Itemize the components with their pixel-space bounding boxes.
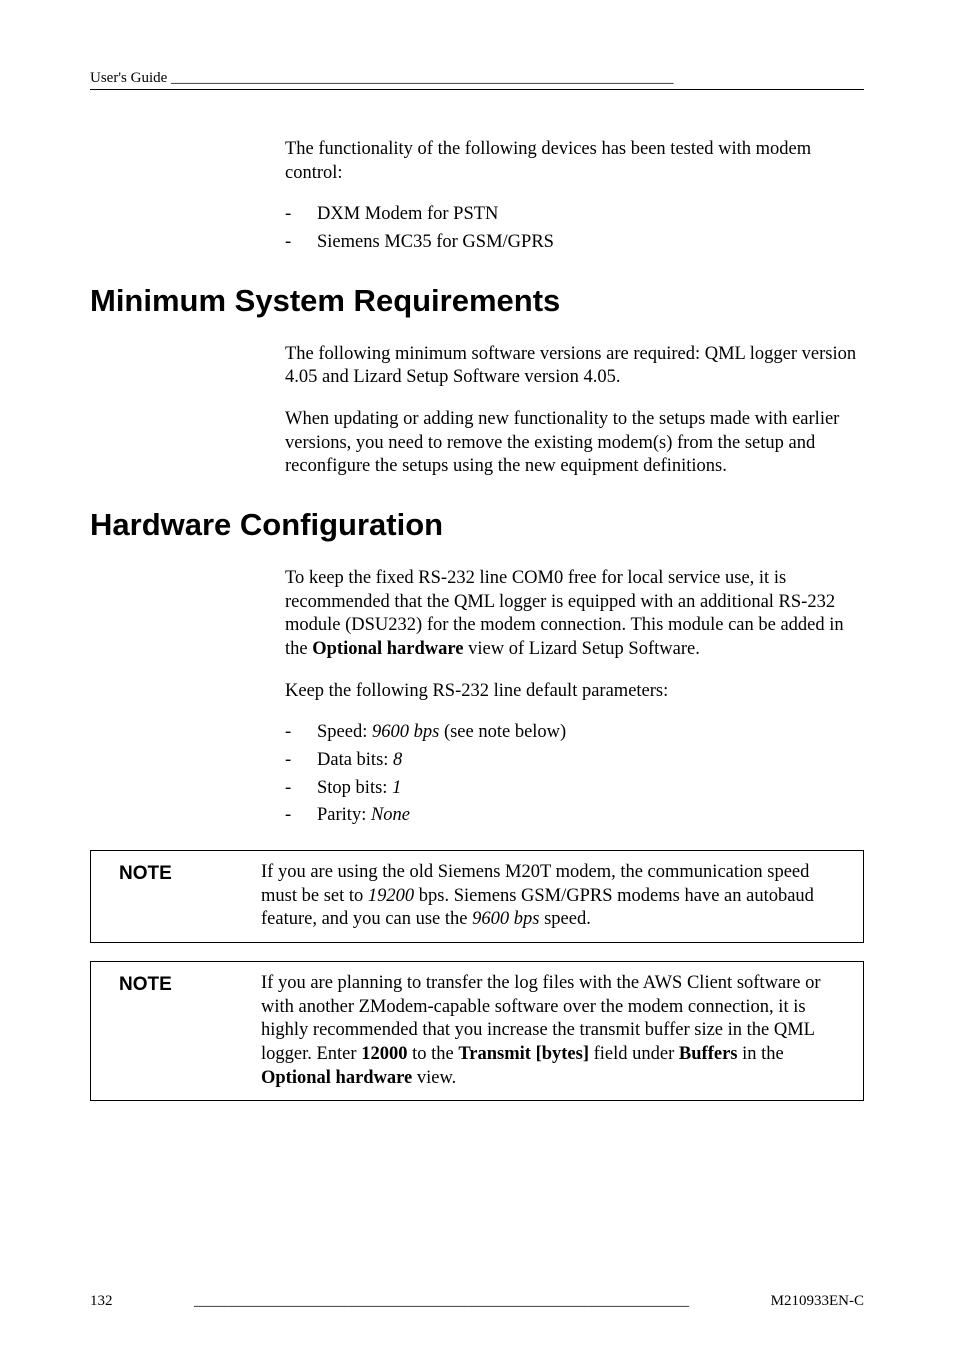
note-label: NOTE	[91, 851, 261, 942]
section2-p2: Keep the following RS-232 line default p…	[285, 680, 864, 704]
list-item: Parity: None	[285, 804, 864, 828]
footer-page-number: 132	[90, 1293, 113, 1310]
intro-list: DXM Modem for PSTN Siemens MC35 for GSM/…	[285, 203, 864, 254]
section1-p1: The following minimum software versions …	[285, 343, 864, 390]
list-item: Data bits: 8	[285, 749, 864, 773]
note-label: NOTE	[91, 962, 261, 1100]
list-item: Stop bits: 1	[285, 777, 864, 801]
page: User's Guide ___________________________…	[0, 0, 954, 1350]
list-item: Siemens MC35 for GSM/GPRS	[285, 231, 864, 255]
section2-body: To keep the fixed RS-232 line COM0 free …	[285, 567, 864, 828]
intro-paragraph: The functionality of the following devic…	[285, 138, 864, 185]
list-item: DXM Modem for PSTN	[285, 203, 864, 227]
section2-p1: To keep the fixed RS-232 line COM0 free …	[285, 567, 864, 662]
note-text: If you are planning to transfer the log …	[261, 962, 863, 1100]
footer-rule: ________________________________________…	[194, 1293, 689, 1310]
note-box-1: NOTE If you are using the old Siemens M2…	[90, 850, 864, 943]
section1-p2: When updating or adding new functionalit…	[285, 408, 864, 479]
section-heading-hw-config: Hardware Configuration	[90, 507, 864, 543]
header-left: User's Guide	[90, 70, 167, 86]
intro-block: The functionality of the following devic…	[285, 138, 864, 255]
note-text: If you are using the old Siemens M20T mo…	[261, 851, 863, 942]
footer-doc-id: M210933EN-C	[771, 1293, 864, 1310]
running-header: User's Guide ___________________________…	[90, 70, 864, 90]
section1-body: The following minimum software versions …	[285, 343, 864, 479]
param-list: Speed: 9600 bps (see note below) Data bi…	[285, 721, 864, 828]
page-footer: 132 ____________________________________…	[90, 1293, 864, 1310]
header-rule: ________________________________________…	[171, 70, 674, 86]
note-box-2: NOTE If you are planning to transfer the…	[90, 961, 864, 1101]
list-item: Speed: 9600 bps (see note below)	[285, 721, 864, 745]
section-heading-min-req: Minimum System Requirements	[90, 283, 864, 319]
